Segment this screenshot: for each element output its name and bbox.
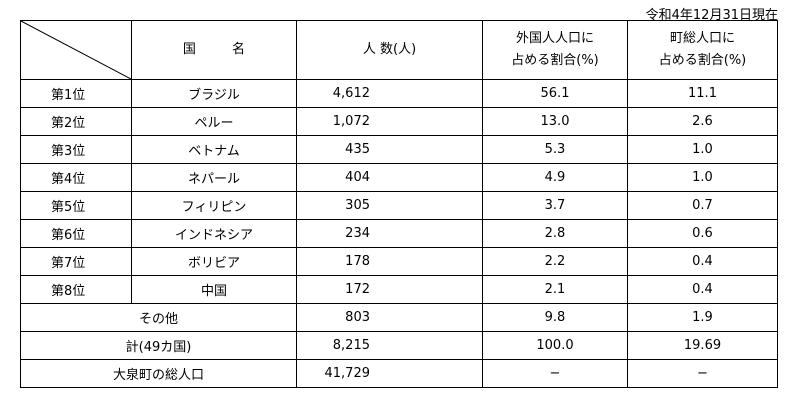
country-cell: フィリピン xyxy=(131,191,297,220)
foreign-ratio-cell: 5.3 xyxy=(482,135,628,164)
diagonal-line xyxy=(21,21,131,79)
rank-cell: 第5位 xyxy=(20,191,132,220)
town-ratio-cell: 2.6 xyxy=(627,107,778,136)
table-row: 第2位 ペルー 1,072 13.0 2.6 xyxy=(20,107,778,136)
header-foreign-ratio-line1: 外国人人口に xyxy=(515,31,594,46)
town-ratio-cell: 11.1 xyxy=(627,79,778,108)
foreign-ratio-cell: 13.0 xyxy=(482,107,628,136)
total-label: 計(49カ国) xyxy=(20,331,297,360)
table-row: 第6位 インドネシア 234 2.8 0.6 xyxy=(20,219,778,248)
town-total-foreign-ratio: − xyxy=(482,359,628,388)
population-cell: 1,072 xyxy=(296,107,483,136)
header-country: 国 名 xyxy=(131,20,297,80)
country-cell: ベトナム xyxy=(131,135,297,164)
population-cell: 404 xyxy=(296,163,483,192)
town-ratio-cell: 1.0 xyxy=(627,135,778,164)
town-total-population: 41,729 xyxy=(296,359,483,388)
other-label: その他 xyxy=(20,303,297,332)
population-cell: 178 xyxy=(296,247,483,276)
rank-cell: 第7位 xyxy=(20,247,132,276)
country-cell: インドネシア xyxy=(131,219,297,248)
population-cell: 234 xyxy=(296,219,483,248)
table-row: 第7位 ボリビア 178 2.2 0.4 xyxy=(20,247,778,276)
rank-cell: 第6位 xyxy=(20,219,132,248)
foreign-ratio-cell: 4.9 xyxy=(482,163,628,192)
foreign-ratio-cell: 3.7 xyxy=(482,191,628,220)
other-population: 803 xyxy=(296,303,483,332)
total-population: 8,215 xyxy=(296,331,483,360)
header-row: 国 名 人 数(人) 外国人人口に 占める割合(%) 町総人口に 占める割合(%… xyxy=(20,20,778,80)
table-row: 第3位 ベトナム 435 5.3 1.0 xyxy=(20,135,778,164)
country-cell: 中国 xyxy=(131,275,297,304)
other-town-ratio: 1.9 xyxy=(627,303,778,332)
foreign-ratio-cell: 56.1 xyxy=(482,79,628,108)
header-population: 人 数(人) xyxy=(296,20,483,80)
population-cell: 305 xyxy=(296,191,483,220)
other-foreign-ratio: 9.8 xyxy=(482,303,628,332)
rank-cell: 第3位 xyxy=(20,135,132,164)
population-cell: 172 xyxy=(296,275,483,304)
town-total-row: 大泉町の総人口 41,729 − − xyxy=(20,359,778,388)
header-corner-cell xyxy=(20,20,132,80)
town-ratio-cell: 1.0 xyxy=(627,163,778,192)
town-ratio-cell: 0.4 xyxy=(627,275,778,304)
as-of-date: 令和4年12月31日現在 xyxy=(645,8,778,23)
total-town-ratio: 19.69 xyxy=(627,331,778,360)
town-ratio-cell: 0.4 xyxy=(627,247,778,276)
header-town-ratio: 町総人口に 占める割合(%) xyxy=(627,20,778,80)
rank-cell: 第4位 xyxy=(20,163,132,192)
header-foreign-ratio: 外国人人口に 占める割合(%) xyxy=(482,20,628,80)
total-row: 計(49カ国) 8,215 100.0 19.69 xyxy=(20,331,778,360)
country-cell: ブラジル xyxy=(131,79,297,108)
rank-cell: 第1位 xyxy=(20,79,132,108)
rank-cell: 第2位 xyxy=(20,107,132,136)
foreign-ratio-cell: 2.2 xyxy=(482,247,628,276)
town-ratio-cell: 0.7 xyxy=(627,191,778,220)
town-total-label: 大泉町の総人口 xyxy=(20,359,297,388)
header-town-ratio-line2: 占める割合(%) xyxy=(658,53,747,68)
population-cell: 4,612 xyxy=(296,79,483,108)
header-foreign-ratio-line2: 占める割合(%) xyxy=(511,53,599,68)
country-cell: ボリビア xyxy=(131,247,297,276)
country-cell: ペルー xyxy=(131,107,297,136)
total-foreign-ratio: 100.0 xyxy=(482,331,628,360)
country-cell: ネパール xyxy=(131,163,297,192)
table-row: 第1位 ブラジル 4,612 56.1 11.1 xyxy=(20,79,778,108)
table-row: 第5位 フィリピン 305 3.7 0.7 xyxy=(20,191,778,220)
table-row: 第8位 中国 172 2.1 0.4 xyxy=(20,275,778,304)
town-ratio-cell: 0.6 xyxy=(627,219,778,248)
table-row: 第4位 ネパール 404 4.9 1.0 xyxy=(20,163,778,192)
town-total-town-ratio: − xyxy=(627,359,778,388)
other-row: その他 803 9.8 1.9 xyxy=(20,303,778,332)
foreign-ratio-cell: 2.1 xyxy=(482,275,628,304)
foreign-population-table: 国 名 人 数(人) 外国人人口に 占める割合(%) 町総人口に 占める割合(%… xyxy=(20,20,778,388)
foreign-ratio-cell: 2.8 xyxy=(482,219,628,248)
rank-cell: 第8位 xyxy=(20,275,132,304)
header-town-ratio-line1: 町総人口に xyxy=(669,31,735,46)
population-cell: 435 xyxy=(296,135,483,164)
